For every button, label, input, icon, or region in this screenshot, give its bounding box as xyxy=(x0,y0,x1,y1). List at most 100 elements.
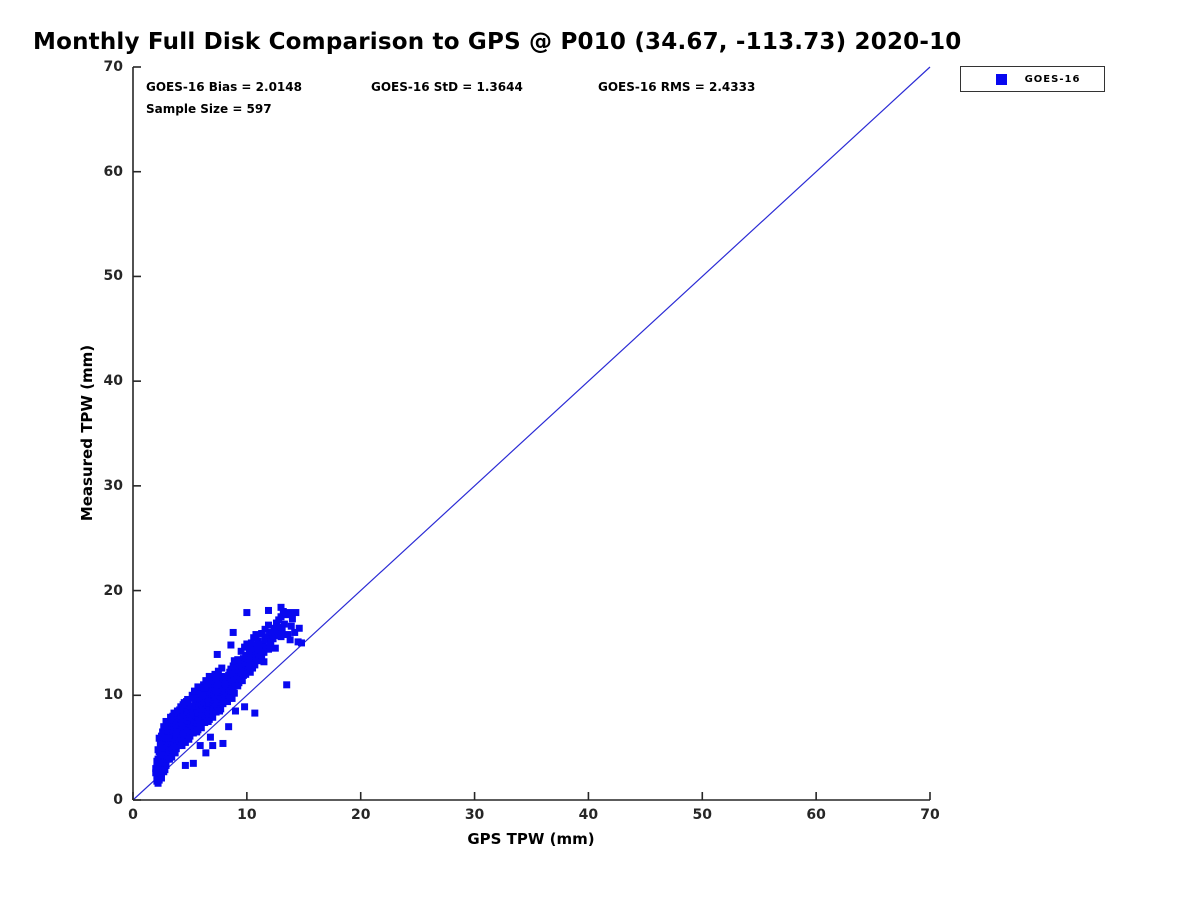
x-tick-label: 70 xyxy=(920,807,940,823)
scatter-point xyxy=(234,656,242,664)
scatter-point xyxy=(277,633,285,641)
scatter-point xyxy=(212,673,220,681)
scatter-point xyxy=(264,645,272,653)
scatter-point xyxy=(181,761,189,769)
scatter-point xyxy=(278,626,286,634)
scatter-point xyxy=(209,713,217,721)
scatter-point xyxy=(271,632,279,640)
scatter-point xyxy=(219,739,227,747)
scatter-point xyxy=(198,691,206,699)
scatter-point xyxy=(231,707,239,715)
scatter-point xyxy=(197,724,205,732)
scatter-point xyxy=(227,641,235,649)
scatter-point xyxy=(164,734,172,742)
scatter-point xyxy=(155,769,163,777)
scatter-point xyxy=(243,609,251,617)
scatter-point xyxy=(283,681,291,689)
scatter-point xyxy=(285,609,293,617)
scatter-point xyxy=(152,765,160,773)
scatter-point xyxy=(251,709,259,717)
scatter-point xyxy=(264,606,272,614)
scatter-point xyxy=(288,615,296,623)
scatter-point xyxy=(242,670,250,678)
scatter-point xyxy=(190,687,198,695)
x-tick-label: 50 xyxy=(692,807,713,823)
stat-sample-size: Sample Size = 597 xyxy=(146,102,272,116)
y-tick-label: 60 xyxy=(103,163,123,180)
y-tick-label: 30 xyxy=(103,477,123,494)
scatter-point xyxy=(229,628,237,636)
scatter-point xyxy=(209,742,217,750)
scatter-point xyxy=(264,621,272,629)
scatter-point xyxy=(252,631,260,639)
scatter-point xyxy=(224,698,232,706)
scatter-point xyxy=(161,766,169,774)
scatter-point xyxy=(216,707,224,715)
scatter-point xyxy=(156,739,164,747)
scatter-point xyxy=(228,694,236,702)
scatter-point xyxy=(208,680,216,688)
scatter-point xyxy=(292,609,300,617)
scatter-point xyxy=(205,672,213,680)
legend-label: GOES-16 xyxy=(1024,73,1081,85)
x-tick-label: 60 xyxy=(806,807,826,823)
scatter-point xyxy=(295,624,303,632)
scatter-point xyxy=(247,639,255,647)
x-tick-label: 20 xyxy=(350,807,371,823)
scatter-point xyxy=(277,613,285,621)
x-tick-label: 30 xyxy=(464,807,485,823)
scatter-point xyxy=(194,683,202,691)
scatter-point xyxy=(286,636,294,644)
stat-rms: GOES-16 RMS = 2.4333 xyxy=(598,80,756,94)
x-tick-label: 40 xyxy=(578,807,599,823)
y-tick-label: 50 xyxy=(103,268,123,285)
y-tick-label: 20 xyxy=(103,582,123,599)
scatter-point xyxy=(245,645,253,653)
scatter-point xyxy=(159,744,167,752)
scatter-point xyxy=(243,640,251,648)
y-tick-label: 0 xyxy=(113,792,123,808)
legend: GOES-16 xyxy=(960,66,1105,92)
scatter-point xyxy=(258,630,266,638)
scatter-point xyxy=(193,728,201,736)
scatter-point xyxy=(202,677,210,685)
scatter-point xyxy=(225,723,233,731)
scatter-point xyxy=(261,625,269,633)
legend-marker-square xyxy=(996,73,1007,85)
scatter-point xyxy=(271,644,279,652)
scatter-point xyxy=(204,717,212,725)
scatter-point xyxy=(157,774,165,782)
scatter-point xyxy=(238,677,246,685)
scatter-point xyxy=(253,641,261,649)
scatter-point xyxy=(154,746,162,754)
x-tick-label: 0 xyxy=(128,807,138,823)
scatter-point xyxy=(287,622,295,630)
scatter-point xyxy=(167,713,175,721)
y-tick-label: 10 xyxy=(103,687,123,704)
stat-std: GOES-16 StD = 1.3644 xyxy=(371,80,523,94)
scatter-point xyxy=(175,711,183,719)
scatter-point xyxy=(298,639,306,647)
chart-title: Monthly Full Disk Comparison to GPS @ P0… xyxy=(33,29,962,55)
scatter-point xyxy=(189,694,197,702)
reference-line xyxy=(132,66,931,801)
y-axis-label: Measured TPW (mm) xyxy=(78,344,96,522)
x-tick-label: 10 xyxy=(237,807,257,823)
scatter-point xyxy=(284,631,292,639)
scatter-point xyxy=(213,650,221,658)
scatter-point xyxy=(202,749,210,757)
scatter-point xyxy=(196,742,204,750)
y-tick-label: 70 xyxy=(103,59,123,75)
scatter-point xyxy=(160,723,168,731)
scatter-point xyxy=(183,698,191,706)
scatter-point xyxy=(159,728,167,736)
scatter-point xyxy=(157,751,165,759)
scatter-point xyxy=(189,759,197,767)
scatter-point xyxy=(168,753,176,761)
scatter-point xyxy=(274,627,282,635)
scatter-point xyxy=(162,717,170,725)
scatter-point xyxy=(187,702,195,710)
scatter-point xyxy=(218,664,226,672)
scatter-point xyxy=(246,668,254,676)
